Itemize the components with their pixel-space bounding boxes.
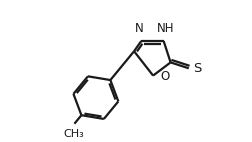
- Text: CH₃: CH₃: [63, 129, 84, 139]
- Text: S: S: [193, 62, 201, 75]
- Text: O: O: [160, 70, 169, 83]
- Text: N: N: [135, 22, 144, 36]
- Text: NH: NH: [156, 22, 174, 36]
